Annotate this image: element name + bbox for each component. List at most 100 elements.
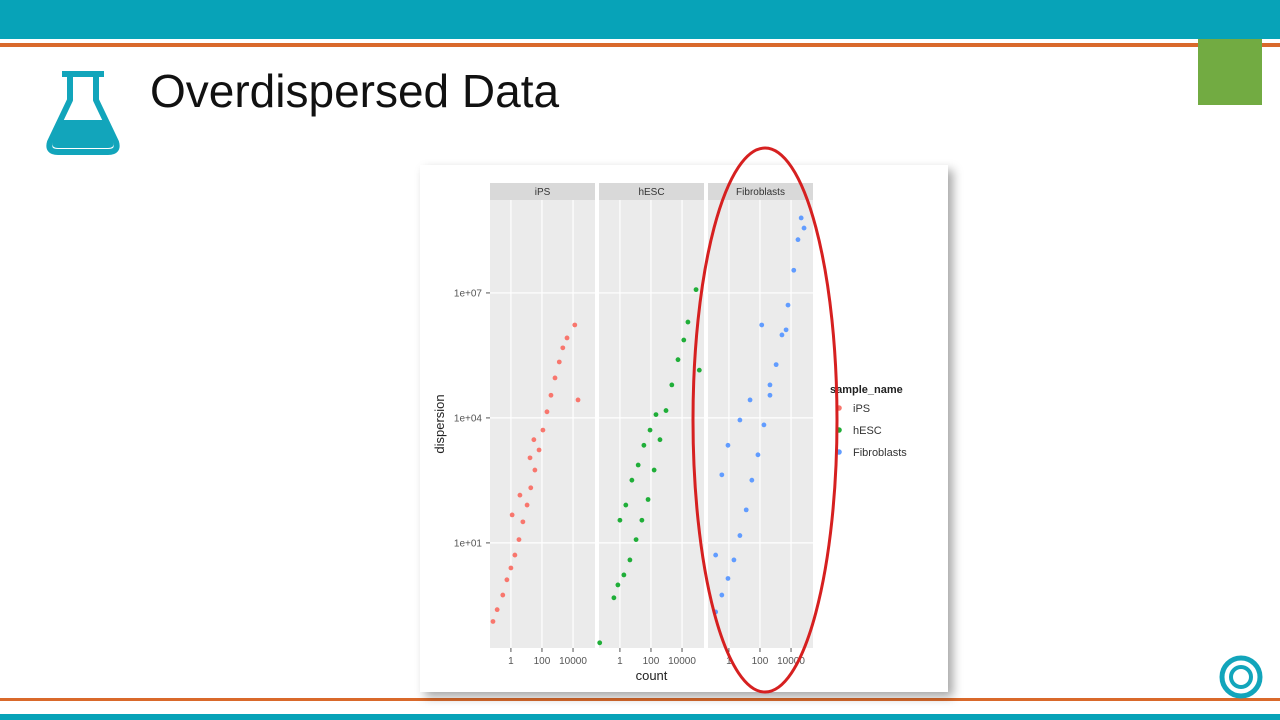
facet-strip bbox=[490, 183, 595, 200]
point bbox=[681, 337, 687, 343]
point bbox=[572, 322, 578, 328]
point bbox=[520, 519, 526, 525]
point bbox=[527, 455, 533, 461]
point bbox=[798, 215, 804, 221]
point bbox=[737, 417, 743, 423]
point bbox=[560, 345, 566, 351]
top-rule bbox=[0, 43, 1280, 47]
point bbox=[791, 267, 797, 273]
point bbox=[675, 357, 681, 363]
bottom-bar bbox=[0, 714, 1280, 720]
x-tick-label: 100 bbox=[752, 656, 769, 667]
point bbox=[552, 375, 558, 381]
x-tick-label: 1 bbox=[508, 656, 514, 667]
facet-strip bbox=[708, 183, 813, 200]
point bbox=[773, 362, 779, 368]
facet-label: iPS bbox=[535, 187, 551, 198]
point bbox=[548, 392, 554, 398]
chart: 1e+01 1e+04 1e+07 iPS 1 100 10000 iPS hESC 1 100 10… bbox=[432, 183, 907, 683]
point bbox=[749, 477, 755, 483]
point bbox=[633, 537, 639, 542]
y-tick-label: 1e+01 bbox=[454, 538, 483, 549]
y-tick-label: 1e+04 bbox=[454, 413, 483, 424]
flask-icon bbox=[46, 71, 120, 155]
facet-strip bbox=[599, 183, 704, 200]
point bbox=[544, 409, 550, 415]
legend-title: sample_name bbox=[830, 384, 903, 396]
point bbox=[747, 397, 753, 403]
x-tick-label: 10000 bbox=[559, 656, 587, 667]
point bbox=[597, 640, 603, 646]
point bbox=[508, 565, 514, 571]
facet-label: Fibroblasts bbox=[736, 187, 785, 198]
point bbox=[639, 517, 645, 523]
point bbox=[651, 467, 657, 473]
point bbox=[725, 442, 731, 448]
facet-label: hESC bbox=[638, 187, 664, 198]
x-tick-label: 1 bbox=[726, 656, 732, 667]
point bbox=[713, 552, 719, 558]
point bbox=[516, 537, 522, 542]
legend-label: hESC bbox=[853, 425, 882, 437]
point bbox=[647, 427, 653, 433]
point bbox=[504, 577, 510, 583]
point bbox=[755, 452, 761, 458]
point bbox=[737, 533, 743, 538]
point bbox=[663, 408, 669, 413]
legend-label: iPS bbox=[853, 403, 870, 415]
point bbox=[536, 447, 542, 453]
top-bar bbox=[0, 0, 1280, 39]
point bbox=[641, 442, 647, 448]
x-tick-label: 100 bbox=[534, 656, 551, 667]
point bbox=[564, 335, 570, 341]
point bbox=[669, 382, 675, 388]
point bbox=[759, 322, 765, 328]
point bbox=[575, 397, 581, 403]
point bbox=[785, 302, 791, 308]
point bbox=[783, 327, 789, 333]
legend-label: Fibroblasts bbox=[853, 447, 907, 459]
point bbox=[524, 502, 530, 508]
point bbox=[795, 237, 801, 243]
point bbox=[761, 422, 767, 428]
point bbox=[719, 472, 725, 478]
bottom-rule bbox=[0, 698, 1280, 701]
y-tick-label: 1e+07 bbox=[454, 288, 483, 299]
x-tick-label: 10000 bbox=[777, 656, 805, 667]
highlight-ellipse bbox=[691, 146, 839, 694]
point bbox=[490, 619, 496, 624]
point bbox=[767, 392, 773, 398]
point bbox=[540, 427, 546, 433]
point bbox=[500, 592, 506, 598]
y-axis-label: dispersion bbox=[432, 394, 447, 453]
slide-title: Overdispersed Data bbox=[150, 65, 559, 117]
point bbox=[696, 367, 702, 373]
point bbox=[532, 467, 538, 473]
point bbox=[719, 592, 725, 598]
point bbox=[743, 507, 749, 513]
point bbox=[645, 497, 651, 502]
point bbox=[617, 517, 623, 523]
point bbox=[767, 382, 773, 388]
point bbox=[517, 492, 523, 498]
point bbox=[531, 437, 537, 443]
corner-square bbox=[1198, 39, 1262, 105]
point bbox=[509, 512, 515, 518]
point bbox=[693, 287, 699, 293]
point bbox=[685, 319, 691, 325]
logo bbox=[1219, 655, 1263, 699]
point bbox=[725, 576, 731, 581]
point bbox=[801, 225, 807, 231]
point bbox=[494, 607, 500, 613]
x-tick-label: 100 bbox=[643, 656, 660, 667]
point bbox=[512, 552, 518, 558]
point bbox=[635, 462, 641, 468]
point bbox=[556, 359, 562, 365]
point bbox=[627, 557, 633, 563]
point bbox=[621, 572, 627, 578]
x-tick-label: 10000 bbox=[668, 656, 696, 667]
point bbox=[629, 477, 635, 483]
point bbox=[731, 557, 737, 563]
